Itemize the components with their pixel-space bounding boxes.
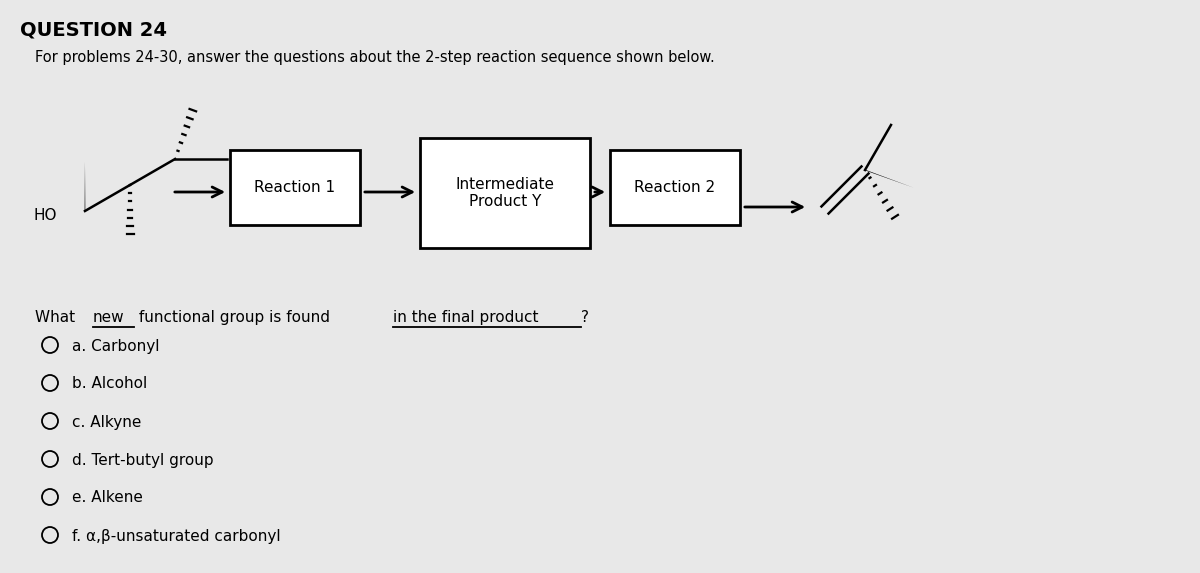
Text: Reaction 2: Reaction 2 <box>635 180 715 195</box>
Text: c. Alkyne: c. Alkyne <box>72 414 142 430</box>
Text: ?: ? <box>581 310 589 325</box>
Bar <box>610 150 740 225</box>
Text: d. Tert-butyl group: d. Tert-butyl group <box>72 453 214 468</box>
Text: b. Alcohol: b. Alcohol <box>72 376 148 391</box>
Text: new: new <box>94 310 125 325</box>
Bar <box>420 138 590 248</box>
Text: Intermediate
Product Y: Intermediate Product Y <box>456 177 554 209</box>
Text: What: What <box>35 310 80 325</box>
Text: in the final product: in the final product <box>394 310 539 325</box>
Text: functional group is found: functional group is found <box>134 310 335 325</box>
Bar <box>230 150 360 225</box>
Text: e. Alkene: e. Alkene <box>72 490 143 505</box>
Text: HO: HO <box>34 207 56 222</box>
Text: QUESTION 24: QUESTION 24 <box>20 20 167 39</box>
Text: f. α,β-unsaturated carbonyl: f. α,β-unsaturated carbonyl <box>72 528 281 544</box>
Text: Reaction 1: Reaction 1 <box>254 180 336 195</box>
Text: a. Carbonyl: a. Carbonyl <box>72 339 160 354</box>
Text: For problems 24-30, answer the questions about the 2-step reaction sequence show: For problems 24-30, answer the questions… <box>35 50 715 65</box>
Polygon shape <box>865 170 914 188</box>
